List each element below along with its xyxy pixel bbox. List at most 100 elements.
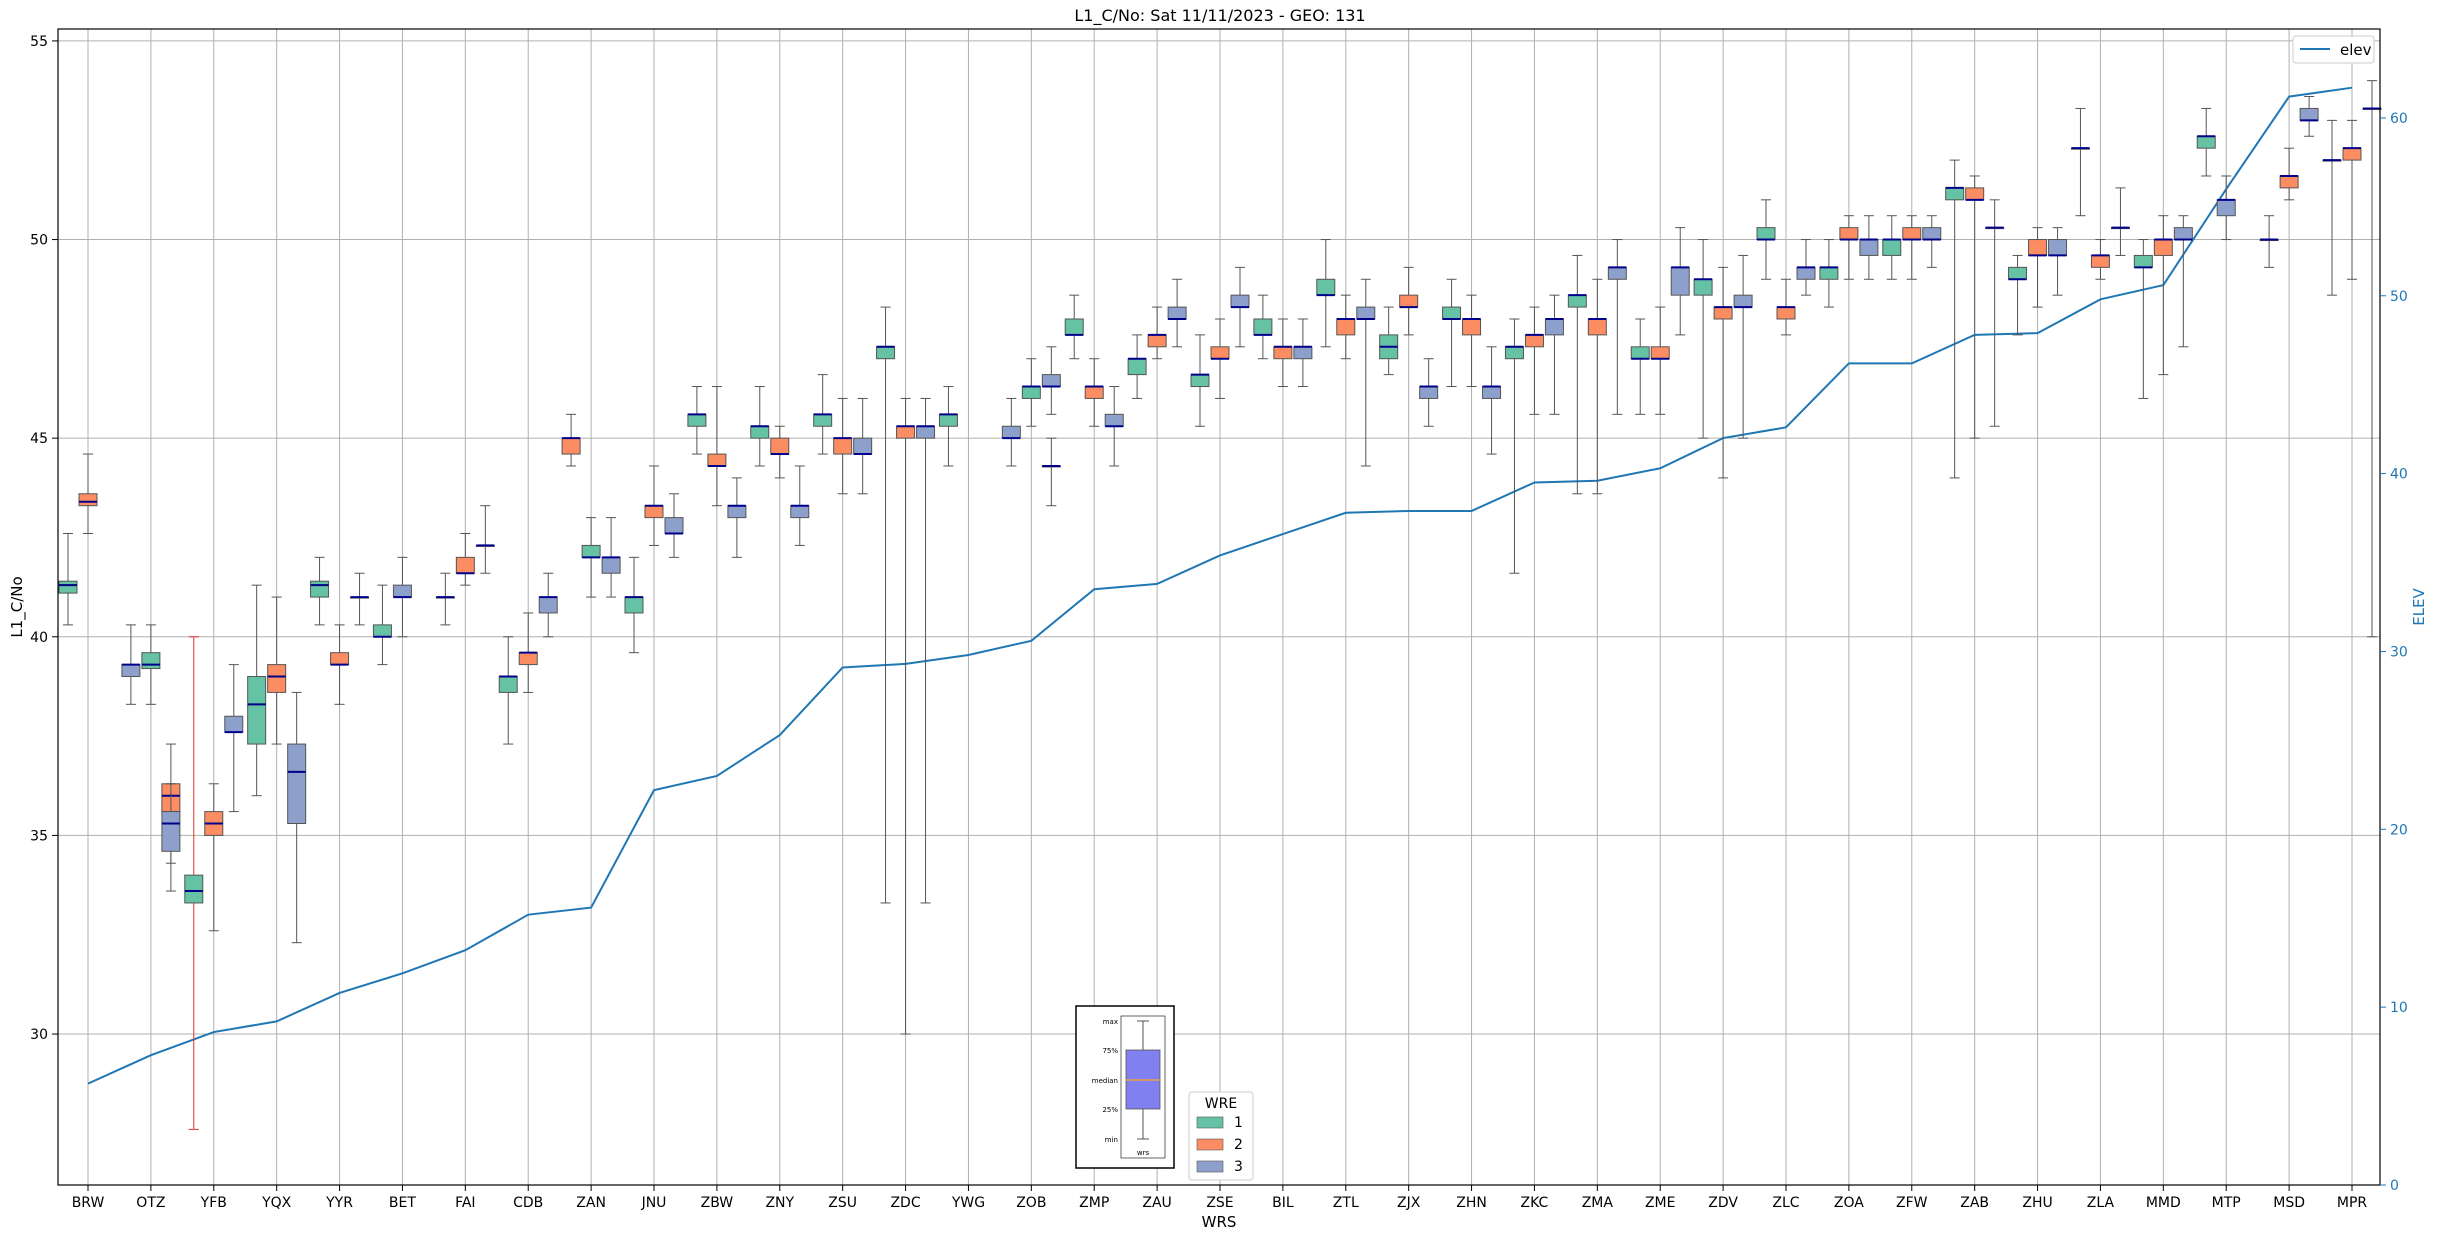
box-wre-3 — [2048, 239, 2068, 256]
plot-frame — [57, 28, 2381, 1186]
box-wre-2 — [1587, 318, 1607, 336]
wre-legend-swatch-2 — [1196, 1138, 1224, 1151]
box-wre-1 — [310, 580, 330, 598]
box-wre-2 — [1462, 318, 1482, 336]
box-wre-2 — [2028, 239, 2048, 256]
box-wre-1 — [1127, 358, 1147, 376]
x-tick-label: YFB — [200, 1195, 227, 1211]
elev-legend: elev — [2292, 35, 2375, 64]
box-wre-1 — [1442, 306, 1462, 320]
box-wre-3 — [1796, 266, 1816, 280]
box-wre-2 — [2090, 254, 2110, 268]
box-wre-2 — [518, 652, 538, 666]
y-axis-left: 30 35 40 45 50 55 — [30, 34, 58, 1043]
x-tick-label: ZHU — [2022, 1195, 2052, 1211]
box-wre-2 — [1524, 334, 1544, 348]
y2-tick-label: 60 — [2390, 111, 2408, 127]
y2-tick-label: 0 — [2390, 1178, 2399, 1194]
box-wre-1 — [141, 652, 161, 670]
box-wre-3 — [1607, 266, 1627, 280]
x-tick-label: ZFW — [1896, 1195, 1928, 1211]
box-wre-1 — [1693, 278, 1713, 296]
x-tick-label: CDB — [513, 1195, 543, 1211]
box-wre-2 — [330, 652, 350, 666]
box-wre-1 — [372, 624, 392, 638]
box-wre-2 — [644, 505, 664, 519]
box-wre-3 — [1482, 386, 1502, 399]
x-tick-label: MSD — [2273, 1195, 2305, 1211]
box-wre-2 — [833, 437, 853, 455]
box-wre-2 — [1147, 334, 1167, 348]
box-wre-3 — [601, 556, 621, 574]
box-wre-3 — [1670, 266, 1690, 296]
box-wre-3 — [287, 743, 307, 825]
wre-legend-swatch-3 — [1196, 1160, 1224, 1173]
y-tick-label: 40 — [30, 630, 48, 646]
grid-lines — [58, 29, 2380, 1185]
box-wre-2 — [1713, 306, 1733, 320]
box-wre-2 — [1776, 306, 1796, 320]
x-tick-label: BET — [389, 1195, 416, 1211]
box-wre-3 — [1922, 227, 1942, 241]
inset-label-q3: 75% — [1102, 1047, 1118, 1055]
box-wre-1 — [1316, 278, 1336, 296]
box-wre-1 — [58, 580, 78, 594]
box-wre-3 — [121, 664, 141, 678]
y-axis-right: 0 10 20 30 40 50 60 — [2380, 111, 2408, 1194]
box-wre-2 — [1084, 386, 1104, 399]
box-wre-1 — [876, 346, 896, 360]
box-wre-2 — [1902, 227, 1922, 241]
elev-legend-frame — [2292, 35, 2375, 64]
box-wre-3 — [1230, 294, 1250, 308]
x-tick-label: ZDV — [1708, 1195, 1738, 1211]
box-wre-3 — [1293, 346, 1313, 360]
x-tick-label: MPR — [2337, 1195, 2368, 1211]
box-wre-1 — [938, 413, 958, 427]
inset-label-max: max — [1103, 1018, 1118, 1026]
x-tick-label: ZOB — [1016, 1195, 1046, 1211]
x-tick-label: BIL — [1272, 1195, 1294, 1211]
elev-legend-label: elev — [2340, 41, 2372, 59]
box-wre-1 — [1945, 187, 1965, 201]
inset-box-diagram: max 75% median 25% min wrs — [1075, 1005, 1175, 1169]
box-wre-2 — [896, 425, 916, 439]
y2-tick-label: 20 — [2390, 822, 2408, 838]
x-tick-label: ZOA — [1834, 1195, 1864, 1211]
box-wre-3 — [2173, 227, 2193, 241]
box-wre-2 — [770, 437, 790, 455]
box-wre-3 — [392, 584, 412, 598]
inset-xlabel: wrs — [1137, 1149, 1150, 1157]
x-tick-label: ZMP — [1079, 1195, 1109, 1211]
inset-label-median: median — [1092, 1077, 1118, 1085]
y-tick-label: 50 — [30, 233, 48, 249]
x-tick-label: MMD — [2146, 1195, 2181, 1211]
box-wre-2 — [2279, 175, 2299, 189]
y-axis-label: L1_C/No — [8, 576, 27, 637]
x-tick-label: JNU — [641, 1195, 667, 1211]
box-wre-3 — [727, 505, 747, 519]
box-wre-3 — [916, 425, 936, 439]
x-axis: BRW OTZ YFB YQX YYR BET FAI CDB ZAN JNU ZBW ZNY ZSU Z… — [72, 1185, 2368, 1211]
box-wre-3 — [1356, 306, 1376, 320]
x-tick-label: YYR — [325, 1195, 353, 1211]
wre-legend-title: WRE — [1205, 1096, 1237, 1112]
y-tick-label: 30 — [30, 1027, 48, 1043]
wre-legend: WRE 1 2 3 — [1188, 1091, 1254, 1181]
box-wre-3 — [1733, 294, 1753, 308]
y-tick-label: 45 — [30, 431, 48, 447]
box-wre-3 — [1001, 425, 1021, 439]
box-wre-1 — [2133, 254, 2153, 268]
x-tick-label: MTP — [2212, 1195, 2241, 1211]
box-wre-2 — [1839, 227, 1859, 241]
box-wre-1 — [1567, 294, 1587, 308]
box-wre-1 — [1253, 318, 1273, 336]
inset-label-min: min — [1105, 1136, 1118, 1144]
box-wre-1 — [2008, 266, 2028, 280]
x-tick-label: FAI — [455, 1195, 475, 1211]
x-tick-label: YQX — [261, 1195, 292, 1211]
y-tick-label: 55 — [30, 34, 48, 50]
box-wre-1 — [1756, 227, 1776, 241]
chart-title: L1_C/No: Sat 11/11/2023 - GEO: 131 — [1074, 6, 1365, 26]
box-wre-2 — [707, 453, 727, 467]
